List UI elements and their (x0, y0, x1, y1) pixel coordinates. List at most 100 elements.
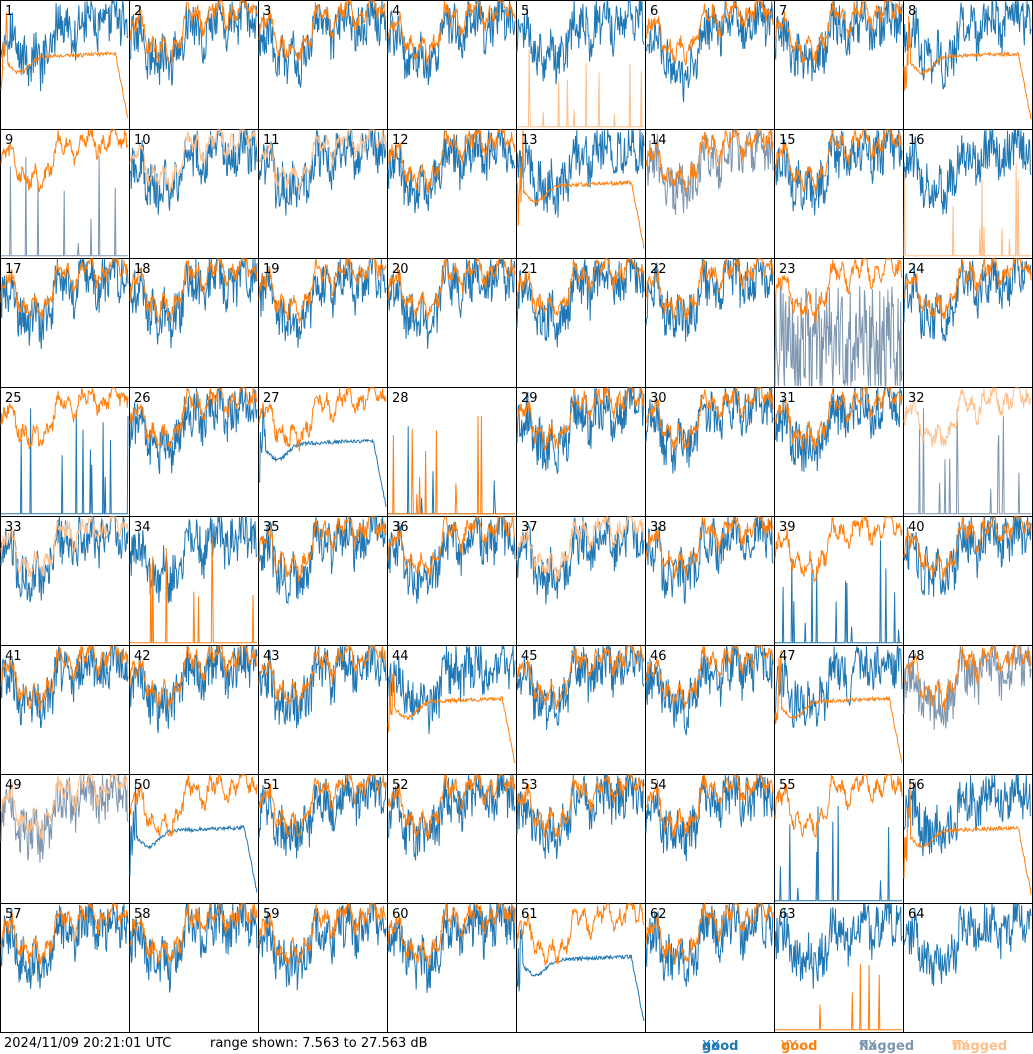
legend-good-yy-glyph: YY (781, 1039, 797, 1054)
xx-trace-17 (0, 258, 129, 350)
xx-trace-33 (0, 516, 129, 603)
panel-number-6: 6 (650, 4, 658, 19)
xx-trace-16 (903, 129, 1032, 215)
panel-59: 59 (258, 902, 388, 1033)
panel-number-47: 47 (779, 649, 796, 664)
panel-58: 58 (129, 903, 259, 1033)
yy-trace-51 (258, 774, 387, 839)
yy-trace-31 (774, 386, 903, 452)
yy-trace-7 (774, 0, 903, 65)
xx-trace-47 (774, 644, 903, 728)
panel-29: 29 (516, 386, 646, 517)
panel-60: 60 (387, 903, 517, 1033)
xx-trace-58 (129, 903, 258, 993)
panel-number-27: 27 (263, 391, 280, 406)
panel-number-57: 57 (5, 907, 22, 922)
panel-number-37: 37 (521, 520, 538, 535)
panel-55: 55 (774, 774, 904, 904)
panel-number-60: 60 (392, 907, 409, 922)
xx-trace-54 (645, 774, 774, 862)
xx-trace-39 (775, 540, 902, 644)
panel-number-51: 51 (263, 778, 280, 793)
panel-10: 10 (129, 128, 259, 259)
yy-trace-27 (258, 387, 387, 452)
panel-frame (258, 903, 388, 1033)
panel-number-52: 52 (392, 778, 409, 793)
panel-number-50: 50 (134, 778, 151, 793)
yy-trace-14 (645, 129, 774, 195)
panel-2: 2 (129, 0, 259, 130)
yy-trace-12 (387, 128, 516, 195)
panel-33: 33 (0, 515, 130, 646)
panel-35: 35 (258, 515, 388, 646)
panel-frame (387, 903, 517, 1033)
xx-trace-31 (774, 387, 903, 472)
panel-19: 19 (258, 257, 388, 388)
panel-14: 14 (645, 129, 775, 259)
panel-1: 1 (0, 0, 130, 130)
yy-trace-9 (0, 128, 129, 193)
panel-27: 27 (258, 387, 388, 517)
yy-trace-53 (516, 773, 645, 838)
yy-trace-41 (0, 645, 129, 711)
xx-trace-36 (387, 515, 516, 604)
panel-38: 38 (645, 516, 775, 646)
panel-13: 13 (516, 129, 646, 259)
legend-good-xx-glyph: XX (702, 1039, 720, 1054)
yy-trace-22 (645, 258, 774, 321)
yy-trace-29 (516, 386, 645, 451)
panel-number-49: 49 (5, 778, 22, 793)
panel-24: 24 (903, 257, 1033, 388)
panel-48: 48 (903, 644, 1033, 775)
yy-trace-42 (129, 645, 258, 710)
panel-12: 12 (387, 128, 517, 259)
yy-trace-43 (258, 645, 387, 711)
panel-31: 31 (774, 386, 904, 517)
panel-26: 26 (129, 387, 259, 517)
yy-trace-8 (903, 15, 1032, 120)
panel-number-23: 23 (779, 262, 796, 277)
xx-trace-29 (516, 387, 645, 475)
legend-flagged-xx-glyph: XX (859, 1039, 877, 1054)
xx-trace-23 (774, 285, 903, 387)
yy-trace-49 (0, 773, 129, 840)
panel-number-56: 56 (908, 778, 925, 793)
panel-number-7: 7 (779, 4, 787, 19)
panel-number-38: 38 (650, 520, 667, 535)
panel-62: 62 (645, 902, 775, 1033)
xx-trace-12 (387, 129, 516, 214)
panel-number-39: 39 (779, 520, 796, 535)
yy-trace-28 (388, 415, 515, 515)
panel-number-53: 53 (521, 778, 538, 793)
yy-trace-20 (387, 257, 516, 321)
panel-number-28: 28 (392, 391, 409, 406)
panel-number-64: 64 (908, 907, 925, 922)
panel-22: 22 (645, 258, 775, 388)
xx-trace-11 (258, 129, 387, 216)
panel-43: 43 (258, 644, 388, 775)
panel-number-42: 42 (134, 649, 151, 664)
xx-trace-43 (258, 644, 387, 729)
panel-18: 18 (129, 257, 259, 388)
panel-number-2: 2 (134, 4, 142, 19)
xx-trace-26 (129, 387, 258, 474)
panel-36: 36 (387, 515, 517, 646)
panel-number-19: 19 (263, 262, 280, 277)
xx-trace-15 (774, 129, 903, 216)
yy-trace-10 (129, 128, 258, 196)
xx-trace-5 (516, 0, 645, 85)
yy-trace-60 (387, 903, 516, 969)
panel-number-44: 44 (392, 649, 409, 664)
panel-number-48: 48 (908, 649, 925, 664)
panel-number-5: 5 (521, 4, 529, 19)
xx-trace-1 (0, 0, 129, 92)
panel-number-1: 1 (5, 4, 13, 19)
yy-trace-58 (129, 903, 258, 964)
panel-32: 32 (903, 387, 1033, 517)
yy-trace-5 (517, 49, 644, 128)
xx-trace-21 (516, 257, 645, 348)
panel-7: 7 (774, 0, 904, 130)
panel-56: 56 (903, 774, 1033, 904)
yy-trace-4 (387, 0, 516, 66)
xx-trace-2 (129, 0, 258, 86)
